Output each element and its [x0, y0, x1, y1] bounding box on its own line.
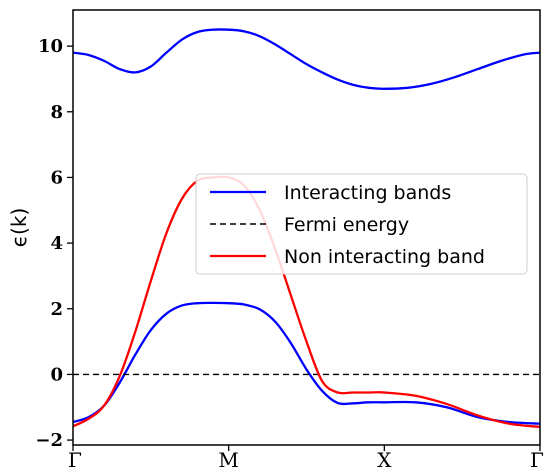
legend: Interacting bands Fermi energy Non interac… [195, 173, 528, 275]
legend-label: Fermi energy [284, 214, 409, 236]
legend-label: Interacting bands [284, 182, 451, 204]
x-tick-label: Γ [530, 448, 544, 471]
legend-label: Non interacting band [284, 246, 485, 268]
y-tick-label: 0 [50, 364, 63, 385]
y-axis-label: ϵ(k) [7, 208, 31, 248]
x-tick-label: Γ [68, 448, 82, 471]
y-tick-label: 2 [50, 299, 63, 320]
series-line-interacting-bands-lower [72, 301, 541, 425]
ticks-layer: −2 0 2 4 6 8 10 Γ M X Γ [35, 36, 544, 472]
x-tick-label: X [377, 448, 392, 471]
y-tick-label: 10 [38, 36, 63, 57]
plot-frame [72, 9, 541, 446]
y-tick-label: −2 [35, 430, 63, 451]
y-tick-label: 6 [50, 167, 63, 188]
y-tick-label: 4 [50, 233, 63, 254]
legend-box [195, 173, 528, 275]
series-line-interacting-bands-upper [72, 28, 541, 90]
x-tick-label: M [218, 448, 238, 471]
series-layer [72, 28, 541, 429]
y-tick-label: 8 [50, 102, 63, 123]
